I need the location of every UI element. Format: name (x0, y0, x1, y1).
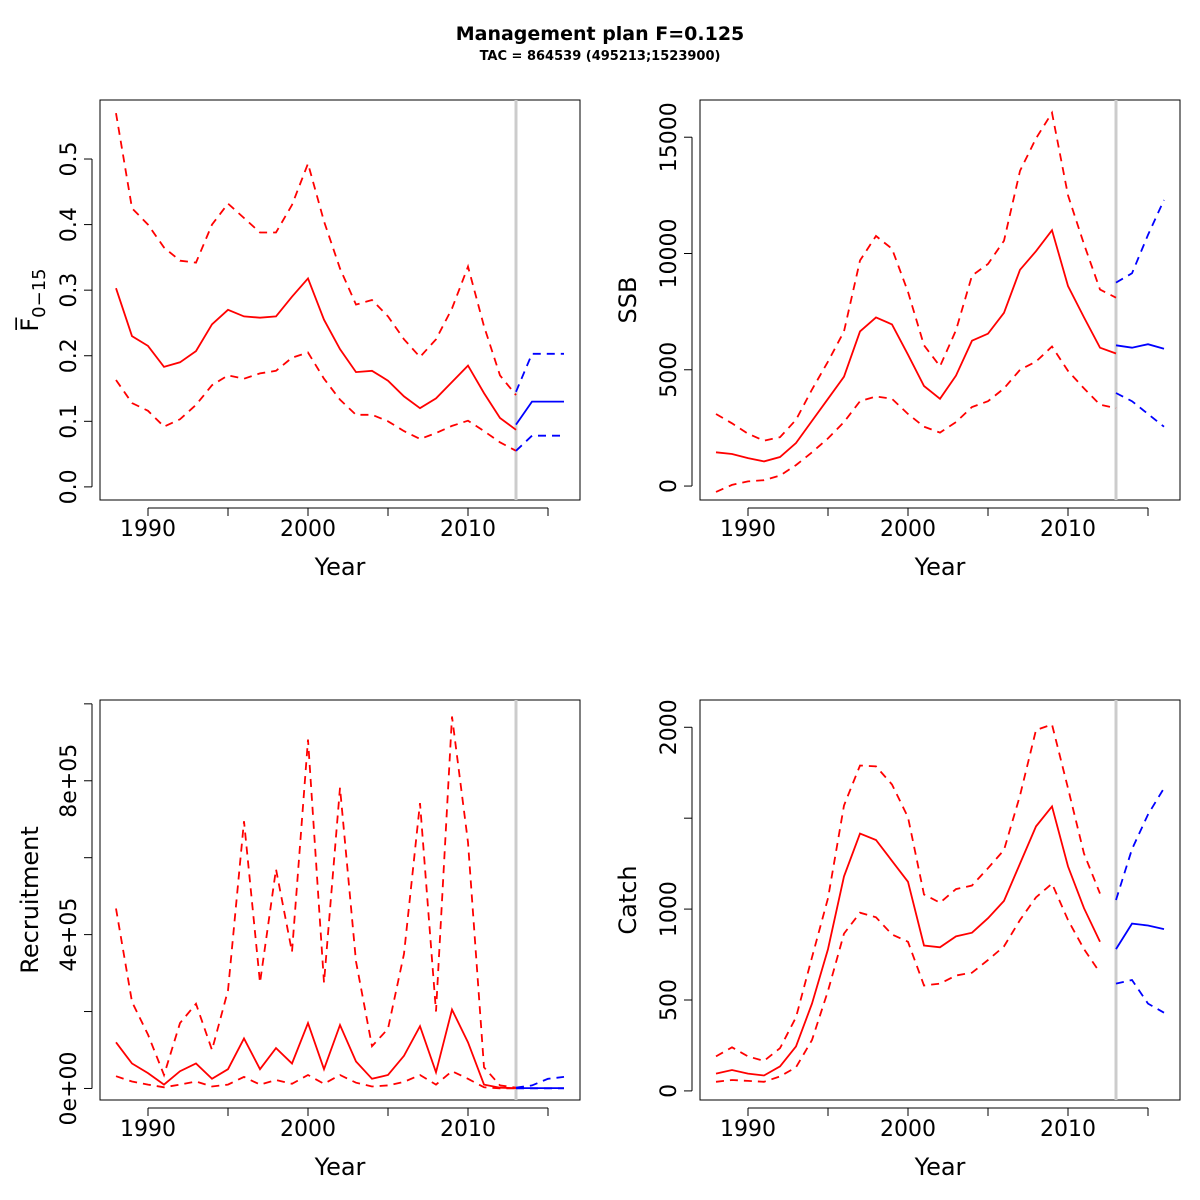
x-tick-label: 2010 (1040, 517, 1096, 542)
y-tick-label: 0.5 (57, 142, 82, 177)
y-axis-label: F̅0−15 (15, 268, 50, 331)
y-axis-label-subscript: 0−15 (29, 268, 50, 317)
x-axis-label: Year (314, 1153, 366, 1181)
projection-upper-line (1115, 787, 1165, 901)
historical-median-line (115, 1007, 517, 1089)
projection-lower-line (1115, 978, 1165, 1014)
panel-4: 1990 2000 2010 0 500 1000 2000 Year Catch (614, 699, 1181, 1181)
y-tick-label: 0.3 (57, 273, 82, 308)
x-tick-label: 1990 (720, 1117, 776, 1142)
chart-title: Management plan F=0.125 (456, 23, 745, 45)
x-tick-label: 1990 (120, 1117, 176, 1142)
panel-2: 1990 2000 2010 0 5000 10000 15000 Year SSB (614, 99, 1181, 581)
x-tick-label: 2000 (880, 1117, 936, 1142)
y-tick-label: 0.1 (57, 404, 82, 439)
historical-median-line (715, 228, 1117, 463)
plot-frame (99, 699, 581, 1101)
y-tick-label: 8e+05 (57, 744, 82, 818)
x-tick-label: 2000 (280, 1117, 336, 1142)
x-tick-label: 2010 (440, 1117, 496, 1142)
historical-upper-line (715, 723, 1101, 1062)
projection-lower-line (1115, 392, 1165, 428)
panel-1: 1990 2000 2010 0.0 0.1 0.2 0.3 0.4 0.5 Year F̅0−15 (15, 99, 581, 581)
plot-frame (699, 699, 1181, 1101)
projection-median-line (515, 400, 564, 426)
y-tick-label: 0e+00 (57, 1051, 82, 1125)
historical-lower-line (715, 345, 1117, 493)
x-axis-label: Year (914, 1153, 966, 1181)
y-axis-label: SSB (614, 277, 642, 324)
y-tick-label: 0.4 (57, 207, 82, 242)
panels: 1990 2000 2010 0.0 0.1 0.2 0.3 0.4 0.5 Year F̅0−15… (15, 99, 1181, 1181)
projection-median-line (1115, 922, 1165, 950)
y-tick-label: 15000 (657, 102, 682, 172)
x-axis-label: Year (914, 553, 966, 581)
plot-frame (99, 99, 581, 501)
y-tick-label: 2000 (657, 699, 682, 755)
projection-upper-line (515, 352, 564, 393)
x-tick-label: 1990 (720, 517, 776, 542)
y-tick-label: 500 (657, 979, 682, 1021)
x-tick-label: 2010 (440, 517, 496, 542)
x-tick-label: 2010 (1040, 1117, 1096, 1142)
historical-lower-line (115, 351, 517, 452)
y-tick-label: 5000 (657, 342, 682, 398)
y-axis-label: Recruitment (16, 826, 44, 973)
projection-upper-line (1115, 199, 1165, 284)
historical-median-line (115, 276, 517, 431)
historical-median-line (715, 804, 1101, 1077)
plot-frame (699, 99, 1181, 501)
projection-lower-line (515, 434, 564, 452)
y-tick-label: 1000 (657, 881, 682, 937)
historical-lower-line (715, 882, 1101, 1083)
projection-upper-line (515, 1076, 565, 1089)
historical-upper-line (115, 112, 517, 396)
x-tick-label: 1990 (120, 517, 176, 542)
panel-3: 1990 2000 2010 0e+00 4e+05 8e+05 Year Recruitme… (16, 699, 581, 1181)
historical-lower-line (115, 1070, 517, 1090)
historical-upper-line (715, 110, 1117, 442)
historical-upper-line (115, 716, 517, 1089)
y-axis-label: Catch (614, 865, 642, 934)
x-axis-label: Year (314, 553, 366, 581)
y-tick-label: 0.0 (57, 469, 82, 504)
y-tick-label: 0 (657, 479, 682, 493)
y-tick-label: 10000 (657, 218, 682, 288)
projection-median-line (1115, 343, 1165, 350)
y-tick-label: 0.2 (57, 338, 82, 373)
chart-subtitle: TAC = 864539 (495213;1523900) (480, 49, 721, 64)
y-tick-label: 4e+05 (57, 898, 82, 972)
x-tick-label: 2000 (280, 517, 336, 542)
y-tick-label: 0 (657, 1084, 682, 1098)
x-tick-label: 2000 (880, 517, 936, 542)
